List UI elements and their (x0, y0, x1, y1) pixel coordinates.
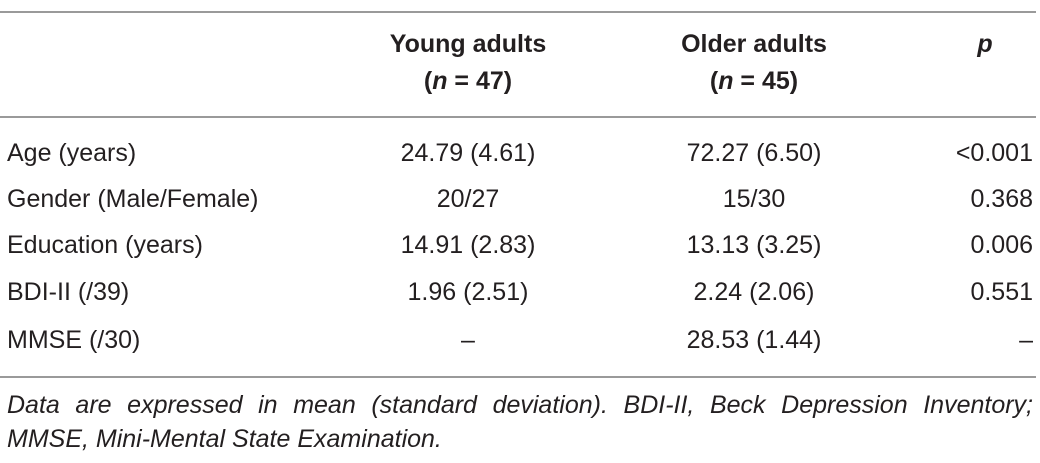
older-value: 13.13 (3.25) (686, 231, 822, 259)
p-value: – (1019, 326, 1033, 354)
header-older-title: Older adults (681, 30, 827, 58)
p-value: 0.006 (970, 231, 1033, 259)
header-young-n: (n = 47) (423, 67, 513, 95)
young-value: 1.96 (2.51) (407, 278, 529, 306)
p-value: <0.001 (955, 139, 1033, 167)
older-value: 15/30 (722, 185, 786, 213)
table-bottom-rule (0, 376, 1036, 378)
young-value: – (461, 326, 475, 354)
header-p-value: p (977, 30, 993, 58)
older-value: 2.24 (2.06) (693, 278, 815, 306)
row-label: BDI-II (/39) (7, 278, 130, 306)
young-value: 20/27 (436, 185, 500, 213)
table-row: MMSE (/30) – 28.53 (1.44) – (0, 317, 1036, 363)
table-top-rule (0, 11, 1036, 13)
header-young-adults: Young adults (n = 47) (350, 26, 586, 100)
row-label: Age (years) (7, 139, 137, 167)
young-value: 24.79 (4.61) (400, 139, 536, 167)
table-row: Gender (Male/Female) 20/27 15/30 0.368 (0, 176, 1036, 222)
row-label: Gender (Male/Female) (7, 185, 259, 213)
row-label: Education (years) (7, 231, 203, 259)
table-header-rule (0, 116, 1036, 118)
table-footnote: Data are expressed in mean (standard dev… (7, 391, 1033, 453)
p-value: 0.368 (970, 185, 1033, 213)
header-older-n: (n = 45) (709, 67, 799, 95)
header-older-adults: Older adults (n = 45) (636, 26, 872, 100)
young-value: 14.91 (2.83) (400, 231, 536, 259)
table-row: BDI-II (/39) 1.96 (2.51) 2.24 (2.06) 0.5… (0, 269, 1036, 315)
table-row: Age (years) 24.79 (4.61) 72.27 (6.50) <0… (0, 130, 1036, 176)
row-label: MMSE (/30) (7, 326, 141, 354)
header-young-title: Young adults (389, 30, 547, 58)
older-value: 28.53 (1.44) (686, 326, 822, 354)
table-row: Education (years) 14.91 (2.83) 13.13 (3.… (0, 222, 1036, 268)
older-value: 72.27 (6.50) (686, 139, 822, 167)
p-value: 0.551 (970, 278, 1033, 306)
